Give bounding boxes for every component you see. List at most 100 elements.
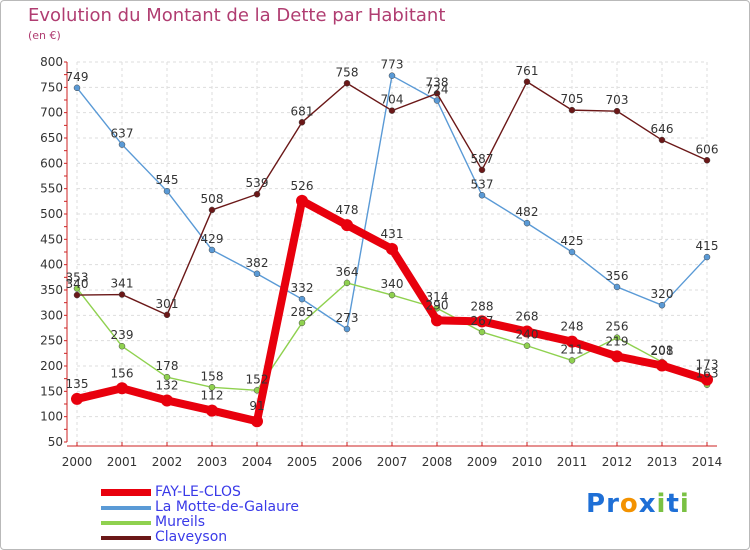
y-tick-label: 450: [40, 232, 63, 246]
data-label: 320: [651, 287, 674, 301]
data-point: [71, 392, 83, 405]
data-label: 91: [249, 399, 264, 413]
data-label: 163: [696, 367, 719, 381]
x-tick-label: 2004: [242, 455, 273, 469]
data-label: 773: [381, 58, 404, 72]
data-label: 268: [516, 310, 539, 324]
data-point: [478, 192, 486, 199]
data-point: [613, 107, 621, 115]
data-label: 341: [111, 277, 134, 291]
data-label: 248: [561, 320, 584, 334]
data-point: [163, 311, 171, 319]
x-tick-label: 2010: [512, 455, 543, 469]
data-point: [253, 190, 261, 198]
data-point: [433, 97, 441, 104]
data-label: 705: [561, 92, 584, 106]
data-label: 290: [426, 298, 449, 312]
data-label: 173: [696, 358, 719, 372]
data-label: 382: [246, 256, 269, 270]
data-label: 340: [381, 277, 404, 291]
data-label: 273: [336, 311, 359, 325]
data-label: 267: [471, 314, 494, 328]
data-point: [433, 90, 441, 97]
data-point: [116, 382, 128, 395]
data-point: [161, 394, 173, 407]
legend-item: Mureils: [101, 515, 299, 530]
data-label: 178: [156, 359, 179, 373]
y-tick-label: 650: [40, 131, 63, 145]
data-label: 431: [381, 227, 404, 241]
data-label: 606: [696, 142, 719, 156]
data-point: [208, 384, 216, 391]
legend-label: FAY-LE-CLOS: [155, 484, 241, 500]
data-label: 482: [516, 205, 539, 219]
data-label: 332: [291, 281, 314, 295]
data-point: [208, 246, 216, 254]
data-label: 761: [516, 64, 539, 78]
x-tick-label: 2013: [647, 455, 678, 469]
data-point: [658, 301, 666, 309]
data-label: 539: [246, 176, 269, 190]
logo-letter: o: [619, 489, 639, 519]
data-label: 478: [336, 203, 359, 217]
data-label: 429: [201, 232, 224, 246]
data-label: 152: [246, 372, 269, 386]
logo-letter: r: [606, 489, 620, 519]
data-label: 758: [336, 65, 359, 79]
data-point: [658, 136, 666, 144]
x-tick-label: 2005: [287, 455, 318, 469]
data-point: [523, 342, 531, 349]
data-label: 425: [561, 234, 584, 248]
legend-item: FAY-LE-CLOS: [101, 485, 299, 500]
data-point: [431, 314, 443, 327]
data-label: 112: [201, 389, 224, 403]
legend-label: Claveyson: [155, 529, 228, 545]
x-tick-label: 2001: [107, 455, 138, 469]
logo-letter: i: [656, 489, 667, 519]
x-tick-label: 2012: [602, 455, 633, 469]
data-point: [298, 119, 306, 126]
x-tick-label: 2014: [692, 455, 723, 469]
y-tick-label: 100: [40, 410, 63, 424]
legend-item: La Motte-de-Galaure: [101, 500, 299, 515]
data-label: 135: [66, 377, 89, 391]
y-tick-label: 550: [40, 182, 63, 196]
x-tick-label: 2008: [422, 455, 453, 469]
data-label: 132: [156, 378, 179, 392]
data-label: 364: [336, 265, 359, 279]
data-label: 738: [426, 75, 449, 89]
y-tick-label: 350: [40, 283, 63, 297]
data-point: [341, 219, 353, 232]
x-tick-label: 2002: [152, 455, 183, 469]
y-tick-label: 500: [40, 207, 63, 221]
y-tick-label: 400: [40, 258, 63, 272]
data-point: [298, 295, 306, 303]
x-tick-label: 2006: [332, 455, 363, 469]
data-point: [656, 359, 668, 372]
y-tick-label: 150: [40, 384, 63, 398]
y-tick-label: 50: [48, 435, 63, 449]
data-point: [296, 194, 308, 207]
data-point: [163, 187, 171, 195]
data-point: [386, 242, 398, 255]
data-label: 208: [651, 344, 674, 358]
y-tick-label: 250: [40, 334, 63, 348]
data-point: [73, 84, 81, 92]
data-point: [613, 334, 621, 341]
data-label: 724: [426, 83, 449, 97]
legend-swatch: [101, 520, 151, 525]
legend: FAY-LE-CLOS La Motte-de-Galaure Mureils …: [101, 485, 299, 545]
y-tick-label: 200: [40, 359, 63, 373]
data-point: [613, 283, 621, 291]
legend-swatch: [101, 535, 151, 540]
x-tick-label: 2007: [377, 455, 408, 469]
data-point: [343, 80, 351, 87]
x-tick-label: 2000: [62, 455, 93, 469]
data-point: [253, 270, 261, 278]
legend-item: Claveyson: [101, 530, 299, 545]
data-label: 156: [111, 366, 134, 380]
data-point: [298, 319, 306, 327]
data-point: [388, 107, 396, 114]
